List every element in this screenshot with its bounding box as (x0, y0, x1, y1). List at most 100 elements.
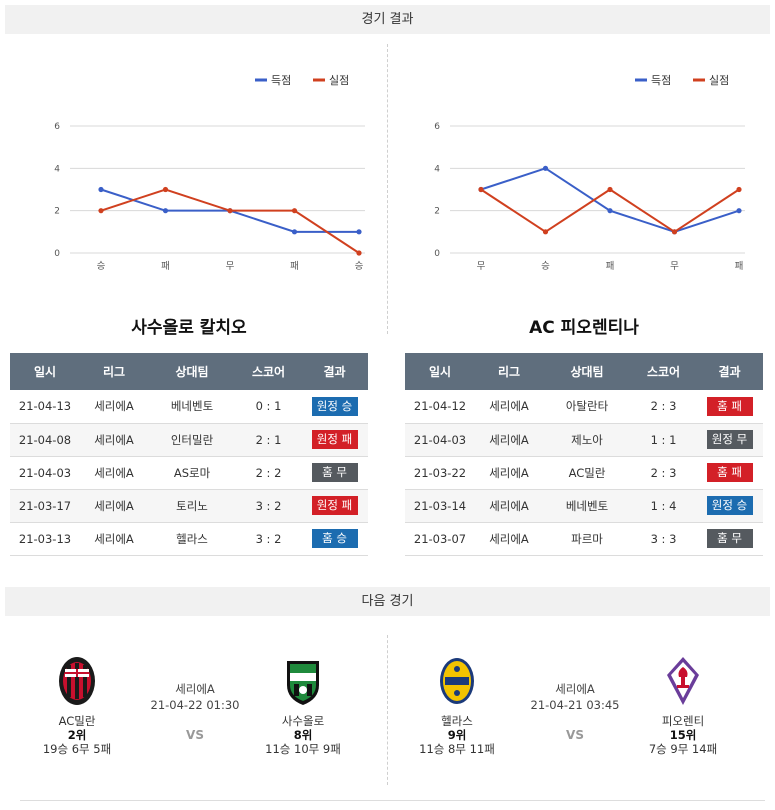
legend-label: 득점 (651, 74, 671, 87)
chart-left: 득점 실점 0 2 4 6 승 패 무 패 승 (45, 60, 375, 280)
cell-result: 홈 패 (696, 456, 763, 490)
column-header-league: 리그 (80, 353, 148, 390)
y-tick-label: 0 (434, 249, 440, 259)
vs-label: VS (566, 728, 584, 742)
x-tick-label: 패 (290, 261, 299, 272)
cell-date: 21-03-22 (405, 456, 475, 490)
x-tick-label: 무 (670, 261, 679, 272)
series-line (480, 167, 740, 233)
data-point (607, 208, 613, 214)
next-match-card[interactable]: 헬라스 9위 11승 8무 11패 세리에A 21-04-21 03:45 VS… (395, 640, 755, 770)
cell-date: 21-04-12 (405, 390, 475, 424)
cell-opponent: AS로마 (148, 456, 236, 490)
column-header-result: 결과 (696, 353, 763, 390)
result-badge: 홈 무 (311, 463, 358, 482)
data-point (291, 229, 298, 235)
table-row: 21-03-07 세리에A 파르마 3 : 3 홈 무 (405, 522, 763, 556)
cell-opponent: 제노아 (543, 423, 631, 457)
data-point (356, 250, 362, 256)
x-tick-label: 무 (226, 261, 235, 272)
y-tick-label: 6 (434, 122, 440, 132)
home-club-rank: 2위 (67, 728, 87, 742)
chart-right-svg: 득점 실점 0 2 4 6 무 승 패 무 패 (434, 74, 745, 272)
fiorentina-crest-icon (667, 657, 699, 705)
results-divider (387, 44, 388, 334)
column-header-date: 일시 (10, 353, 80, 390)
legend-label: 실점 (709, 74, 729, 87)
cell-score: 1 : 1 (631, 423, 696, 457)
data-point (478, 186, 484, 193)
results-section-header: 경기 결과 (5, 5, 770, 34)
match-datetime: 21-04-21 03:45 (530, 698, 620, 712)
legend-label: 실점 (329, 74, 349, 87)
y-tick-label: 2 (54, 207, 60, 217)
x-tick-label: 승 (97, 261, 106, 272)
table-row: 21-03-22 세리에A AC밀란 2 : 3 홈 패 (405, 456, 763, 490)
away-club: 피오렌티 15위 7승 9무 14패 (623, 655, 743, 756)
data-point (607, 186, 613, 193)
table-row: 21-04-03 세리에A 제노아 1 : 1 원정 무 (405, 423, 763, 457)
result-badge: 홈 승 (311, 529, 358, 548)
cell-score: 1 : 4 (631, 489, 696, 523)
bottom-divider (20, 800, 765, 801)
cell-result: 원정 무 (696, 423, 763, 457)
x-tick-label: 승 (355, 261, 364, 272)
series-line (100, 188, 360, 254)
data-point (227, 208, 233, 214)
result-badge: 원정 무 (706, 430, 753, 449)
cell-league: 세리에A (80, 522, 148, 556)
away-club-name: 피오렌티 (661, 714, 705, 728)
cell-score: 2 : 3 (631, 456, 696, 490)
data-point (671, 229, 678, 235)
x-tick-label: 패 (735, 261, 744, 272)
table-row: 21-04-12 세리에A 아탈란타 2 : 3 홈 패 (405, 390, 763, 424)
data-point (162, 186, 169, 193)
cell-result: 홈 승 (301, 522, 368, 556)
cell-opponent: 베네벤토 (543, 489, 631, 523)
match-meta: 세리에A 21-04-21 03:45 (505, 681, 645, 713)
cell-date: 21-03-17 (10, 489, 80, 523)
cell-opponent: 토리노 (148, 489, 236, 523)
chart-left-svg: 득점 실점 0 2 4 6 승 패 무 패 승 (54, 74, 365, 272)
result-badge: 원정 패 (311, 496, 358, 515)
column-header-league: 리그 (475, 353, 543, 390)
cell-opponent: 헬라스 (148, 522, 236, 556)
cell-date: 21-04-13 (10, 390, 80, 424)
table-row: 21-03-13 세리에A 헬라스 3 : 2 홈 승 (10, 522, 368, 556)
cell-score: 3 : 2 (236, 522, 301, 556)
cell-result: 홈 무 (301, 456, 368, 490)
cell-league: 세리에A (80, 456, 148, 490)
y-tick-label: 4 (54, 164, 60, 174)
cell-result: 원정 패 (301, 423, 368, 457)
x-tick-label: 패 (606, 261, 615, 272)
column-header-opponent: 상대팀 (148, 353, 236, 390)
cell-score: 3 : 2 (236, 489, 301, 523)
match-league: 세리에A (555, 682, 595, 696)
home-club-record: 11승 8무 11패 (419, 742, 495, 756)
cell-date: 21-03-13 (10, 522, 80, 556)
result-badge: 원정 승 (311, 396, 358, 416)
data-point (542, 229, 549, 235)
data-point (162, 208, 169, 214)
next-match-card[interactable]: AC밀란 2위 19승 6무 5패 세리에A 21-04-22 01:30 VS… (15, 640, 375, 770)
team-title-left: 사수올로 칼치오 (131, 318, 247, 338)
cell-opponent: AC밀란 (543, 456, 631, 490)
vs-label: VS (186, 728, 204, 742)
next-match-section-header: 다음 경기 (5, 587, 770, 616)
cell-result: 원정 승 (696, 489, 763, 523)
table-row: 21-04-08 세리에A 인터밀란 2 : 1 원정 패 (10, 423, 368, 457)
x-tick-label: 승 (541, 261, 550, 272)
cell-date: 21-04-08 (10, 423, 80, 457)
home-club: 헬라스 9위 11승 8무 11패 (397, 655, 517, 756)
result-badge: 원정 패 (311, 430, 358, 449)
cell-league: 세리에A (475, 489, 543, 523)
y-tick-label: 6 (54, 122, 60, 132)
cell-result: 홈 무 (696, 522, 763, 556)
x-tick-label: 패 (161, 261, 170, 272)
cell-league: 세리에A (475, 456, 543, 490)
cell-score: 2 : 2 (236, 456, 301, 490)
next-match-divider (387, 635, 388, 785)
match-meta: 세리에A 21-04-22 01:30 (125, 681, 265, 713)
legend-label: 득점 (271, 74, 291, 87)
